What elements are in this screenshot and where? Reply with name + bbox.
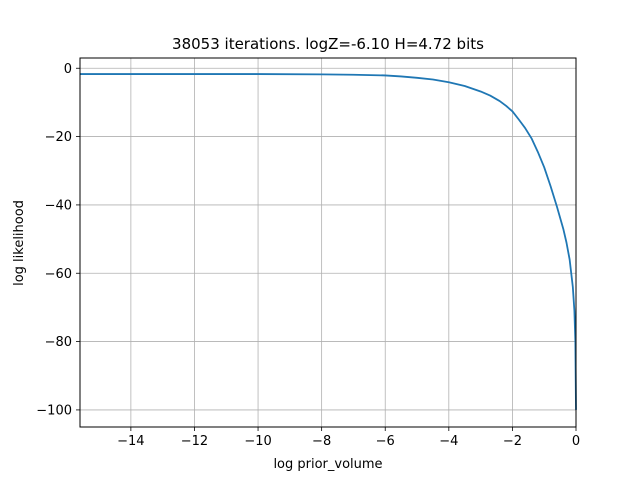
y-tick-label: −40 xyxy=(45,198,72,213)
y-tick-label: 0 xyxy=(64,62,72,77)
x-tick-label: −4 xyxy=(439,434,458,449)
x-tick-label: 0 xyxy=(572,434,580,449)
y-tick-label: −60 xyxy=(45,267,72,282)
x-tick-label: −14 xyxy=(117,434,144,449)
chart-title: 38053 iterations. logZ=-6.10 H=4.72 bits xyxy=(172,35,484,53)
series-layer xyxy=(80,73,577,410)
x-tick-label: −10 xyxy=(244,434,271,449)
y-axis-label: log likelihood xyxy=(12,200,27,286)
x-tick-label: −2 xyxy=(503,434,522,449)
plot-background xyxy=(80,58,576,427)
grid xyxy=(80,58,577,427)
x-tick-label: −8 xyxy=(312,434,331,449)
x-tick-label: −6 xyxy=(376,434,395,449)
x-axis-label: log prior_volume xyxy=(273,457,382,472)
y-tick-label: −20 xyxy=(45,130,72,145)
plot-frame xyxy=(79,57,577,428)
y-tick-label: −100 xyxy=(36,403,72,418)
x-axis: −14 −12 −10 −8 −6 −4 −2 0 xyxy=(117,427,580,449)
series-line xyxy=(80,73,577,410)
y-tick-label: −80 xyxy=(45,335,72,350)
x-tick-label: −12 xyxy=(181,434,208,449)
y-axis: 0 −20 −40 −60 −80 −100 xyxy=(36,62,80,418)
